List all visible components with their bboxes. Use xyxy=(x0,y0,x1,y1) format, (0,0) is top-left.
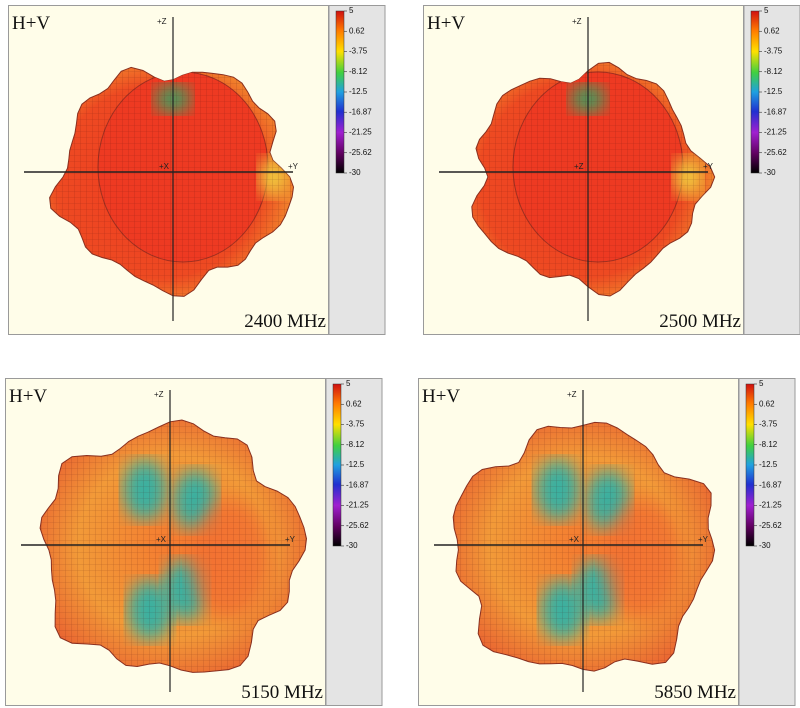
colorbar-tick-label: -16.87 xyxy=(764,107,787,116)
colorbar-tick-label: 5 xyxy=(349,6,354,15)
frequency-label: 5850 MHz xyxy=(654,682,736,703)
colorbar-tick-label: 0.62 xyxy=(759,399,775,408)
frequency-label: 5150 MHz xyxy=(241,682,323,703)
colorbar-tick-label: -21.25 xyxy=(759,501,782,510)
colorbar-tick-label: -30 xyxy=(759,541,771,550)
colorbar-tick-label: 0.62 xyxy=(346,399,362,408)
colorbar-tick-label: -3.75 xyxy=(349,47,368,56)
axis-x-label: +Z xyxy=(574,162,584,171)
colorbar-tick-label: 5 xyxy=(346,379,351,388)
colorbar-tick-label: -3.75 xyxy=(346,420,365,429)
colorbar-tick-label: -30 xyxy=(349,168,361,177)
axis-x-label: +X xyxy=(156,535,167,544)
panel: +Z +Y +Z H+V 2500 MHz 5 0.62 -3.75 -8.12 -12.5 -16… xyxy=(423,5,800,335)
colorbar xyxy=(332,383,342,547)
colorbar-tick-label: -30 xyxy=(346,541,358,550)
colorbar-tick-label: -16.87 xyxy=(349,107,372,116)
colorbar-tick-label: -25.62 xyxy=(759,521,782,530)
panel-label: H+V xyxy=(427,13,465,34)
colorbar-tick-label: -3.75 xyxy=(764,47,783,56)
panel-label: H+V xyxy=(422,386,460,407)
colorbar-tick-label: -12.5 xyxy=(764,87,783,96)
axis-z-label: +Z xyxy=(572,17,582,26)
colorbar-tick-label: 5 xyxy=(764,6,769,15)
colorbar-tick-label: -25.62 xyxy=(764,148,787,157)
colorbar-tick-label: -21.25 xyxy=(764,128,787,137)
colorbar xyxy=(750,10,760,174)
colorbar-tick-label: -12.5 xyxy=(349,87,368,96)
axis-y-label: +Y xyxy=(698,535,709,544)
axis-z-label: +Z xyxy=(154,390,164,399)
axis-x-label: +X xyxy=(159,162,170,171)
colorbar-tick-label: -25.62 xyxy=(346,521,369,530)
colorbar-tick-label: -8.12 xyxy=(764,67,783,76)
colorbar-tick-label: -8.12 xyxy=(759,440,778,449)
colorbar-tick-label: 0.62 xyxy=(349,26,365,35)
colorbar-tick-label: 5 xyxy=(759,379,764,388)
colorbar-tick-label: -30 xyxy=(764,168,776,177)
panel-label: H+V xyxy=(12,13,50,34)
colorbar-tick-label: -8.12 xyxy=(349,67,368,76)
panel: +Z +Y +X H+V 2400 MHz 5 0.62 -3.75 -8.12 -12.5 -16… xyxy=(8,5,386,335)
panel-label: H+V xyxy=(9,386,47,407)
axis-x-label: +X xyxy=(569,535,580,544)
axis-y-label: +Y xyxy=(285,535,296,544)
colorbar xyxy=(335,10,345,174)
colorbar-tick-label: -3.75 xyxy=(759,420,778,429)
frequency-label: 2400 MHz xyxy=(244,311,326,332)
colorbar-tick-label: -16.87 xyxy=(759,480,782,489)
colorbar-tick-label: -12.5 xyxy=(346,460,365,469)
colorbar-tick-label: -21.25 xyxy=(346,501,369,510)
axis-z-label: +Z xyxy=(157,17,167,26)
panel: +Z +Y +X H+V 5150 MHz 5 0.62 -3.75 -8.12 -12.5 -16… xyxy=(5,378,383,706)
axis-y-label: +Y xyxy=(703,162,714,171)
colorbar xyxy=(745,383,755,547)
colorbar-tick-label: -25.62 xyxy=(349,148,372,157)
frequency-label: 2500 MHz xyxy=(659,311,741,332)
colorbar-tick-label: 0.62 xyxy=(764,26,780,35)
colorbar-tick-label: -16.87 xyxy=(346,480,369,489)
colorbar-tick-label: -21.25 xyxy=(349,128,372,137)
axis-z-label: +Z xyxy=(567,390,577,399)
panel: +Z +Y +X H+V 5850 MHz 5 0.62 -3.75 -8.12 -12.5 -16… xyxy=(418,378,796,706)
axis-y-label: +Y xyxy=(288,162,299,171)
colorbar-tick-label: -8.12 xyxy=(346,440,365,449)
colorbar-tick-label: -12.5 xyxy=(759,460,778,469)
